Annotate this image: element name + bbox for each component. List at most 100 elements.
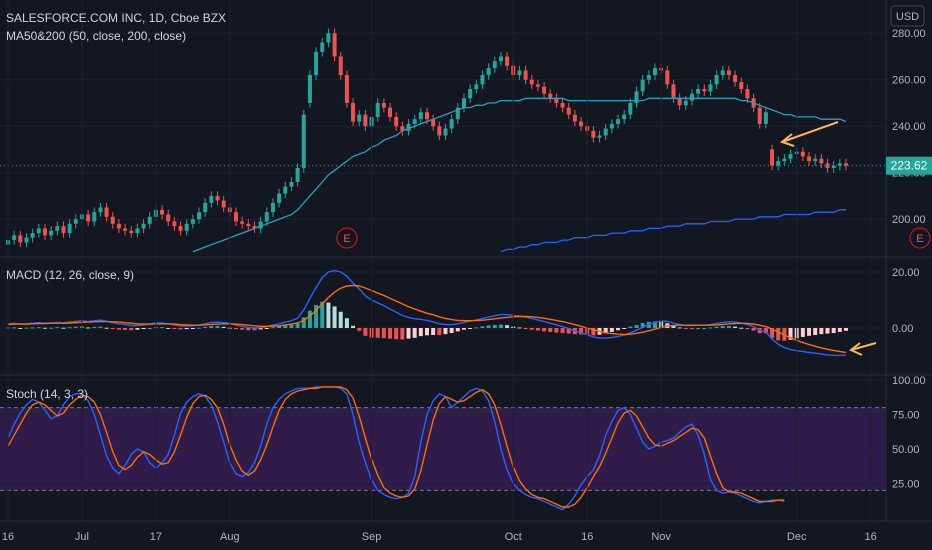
macd-histogram-bar xyxy=(733,326,738,328)
macd-histogram-bar xyxy=(129,328,134,331)
time-tick-label: 17 xyxy=(150,531,162,543)
candle-body xyxy=(203,202,208,213)
macd-histogram-bar xyxy=(160,327,165,329)
macd-histogram-bar xyxy=(449,328,454,334)
candle-body xyxy=(406,123,411,131)
candle-body xyxy=(375,102,380,117)
macd-histogram-bar xyxy=(184,328,189,330)
macd-histogram-bar xyxy=(375,328,380,338)
macd-histogram-bar xyxy=(388,328,393,339)
macd-histogram-bar xyxy=(86,327,91,329)
macd-histogram-bar xyxy=(671,325,676,328)
candle-body xyxy=(147,216,152,224)
macd-histogram-bar xyxy=(197,327,202,329)
candle-body xyxy=(141,223,146,229)
candle-body xyxy=(437,126,442,136)
candle-body xyxy=(689,93,694,101)
candle-body xyxy=(757,107,762,124)
candle-body xyxy=(320,42,325,52)
macd-histogram-bar xyxy=(837,328,842,332)
candle-body xyxy=(412,119,417,124)
macd-histogram-bar xyxy=(696,328,701,329)
macd-histogram-bar xyxy=(492,324,497,328)
candle-body xyxy=(357,114,362,122)
macd-axis-tick-label: 20.00 xyxy=(892,267,920,279)
candle-body xyxy=(702,89,707,92)
candle-body xyxy=(252,226,257,229)
macd-histogram-bar xyxy=(49,327,54,329)
candle-body xyxy=(388,107,393,117)
candle-body xyxy=(12,235,17,241)
candle-body xyxy=(745,89,750,99)
earnings-marker-label: E xyxy=(916,233,923,245)
macd-histogram-bar xyxy=(788,328,793,340)
candle-body xyxy=(566,107,571,115)
currency-button[interactable]: USD xyxy=(890,5,925,27)
candle-body xyxy=(418,112,423,120)
candle-body xyxy=(86,214,91,222)
macd-histogram-bar xyxy=(542,328,547,332)
macd-histogram-bar xyxy=(289,324,294,328)
macd-pane[interactable]: 20.00 0.00 xyxy=(0,267,920,357)
candle-body xyxy=(597,135,602,138)
candle-body xyxy=(652,68,657,76)
candle-body xyxy=(67,223,72,234)
macd-histogram-bar xyxy=(634,324,639,328)
macd-histogram-bar xyxy=(209,326,214,328)
macd-histogram-bar xyxy=(258,328,263,330)
candle-body xyxy=(640,79,645,92)
macd-histogram-bar xyxy=(246,328,251,331)
last-price-tag: 223.62 xyxy=(886,156,932,175)
macd-histogram-bar xyxy=(560,328,565,334)
macd-histogram-bar xyxy=(221,326,226,328)
macd-histogram-bar xyxy=(123,328,128,330)
ma50-line xyxy=(192,97,847,253)
candle-body xyxy=(542,86,547,94)
candle-body xyxy=(480,75,485,85)
candle-body xyxy=(548,93,553,99)
candle-body xyxy=(172,221,177,227)
candle-body xyxy=(733,75,738,83)
candle-body xyxy=(73,219,78,224)
candle-body xyxy=(18,235,23,243)
candle-body xyxy=(283,186,288,194)
candle-body xyxy=(104,207,109,217)
price-axis-tick-label: 240.00 xyxy=(892,121,926,133)
candle-body xyxy=(622,114,627,120)
annotation-arrow-price xyxy=(779,121,839,147)
macd-histogram-bar xyxy=(480,326,485,328)
candle-body xyxy=(628,102,633,115)
candle-body xyxy=(197,212,202,220)
macd-histogram-bar xyxy=(689,328,694,329)
candle-body xyxy=(603,128,608,136)
macd-histogram-bar xyxy=(819,328,824,335)
candle-body xyxy=(307,75,312,103)
macd-histogram-bar xyxy=(498,324,503,328)
candle-body xyxy=(825,163,830,169)
stoch-pane[interactable]: 100.00 75.00 50.00 25.00 xyxy=(0,375,926,511)
candle-body xyxy=(351,102,356,122)
macd-histogram-bar xyxy=(203,326,208,328)
macd-histogram-bar xyxy=(295,323,300,328)
candle-body xyxy=(24,237,29,243)
candle-body xyxy=(486,68,491,76)
candle-body xyxy=(363,114,368,127)
macd-histogram-bar xyxy=(67,327,72,329)
macd-histogram-bar xyxy=(141,328,146,329)
macd-histogram-bar xyxy=(24,327,29,329)
macd-histogram-bar xyxy=(437,328,442,335)
time-axis[interactable]: 16 Jul 17 Aug Sep Oct 16 Nov Dec 16 xyxy=(2,0,877,543)
candle-body xyxy=(215,195,220,201)
candle-body xyxy=(461,98,466,108)
time-tick-label: Sep xyxy=(362,531,382,543)
macd-histogram-bar xyxy=(622,328,627,329)
macd-histogram-bar xyxy=(381,328,386,339)
macd-histogram-bar xyxy=(233,328,238,330)
candle-body xyxy=(837,163,842,166)
candle-body xyxy=(671,84,676,99)
macd-histogram-bar xyxy=(240,328,245,330)
candle-body xyxy=(246,223,251,227)
macd-histogram-bar xyxy=(652,321,657,328)
